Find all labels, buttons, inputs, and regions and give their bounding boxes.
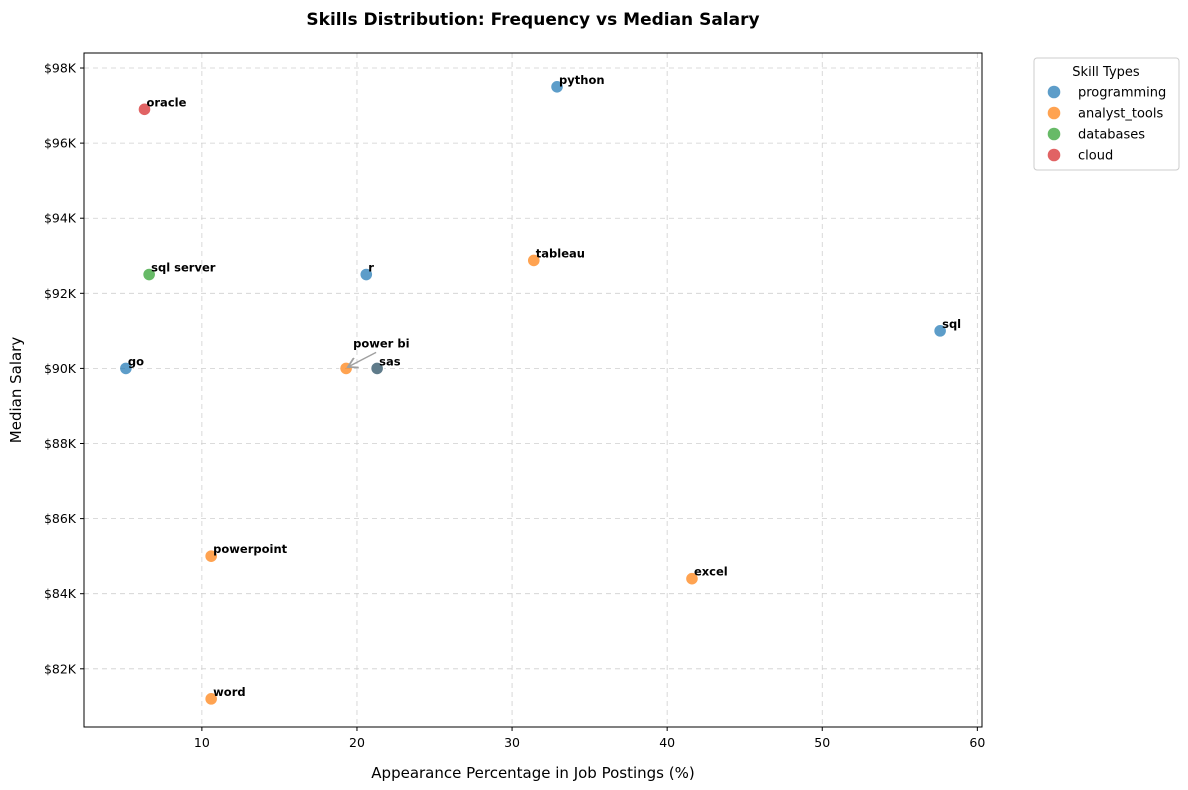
y-tick-label: $96K — [44, 136, 77, 151]
y-tick-label: $88K — [44, 436, 77, 451]
plot-area-frame — [83, 52, 983, 728]
data-point-r — [359, 267, 374, 282]
data-point-tableau — [526, 253, 541, 268]
x-tick-label: 50 — [814, 735, 830, 750]
point-label: power bi — [353, 336, 409, 350]
point-label: oracle — [146, 95, 186, 109]
x-tick-label: 40 — [659, 735, 675, 750]
x-axis: 10 20 30 40 50 60 — [194, 727, 985, 750]
y-tick-label: $84K — [44, 586, 77, 601]
legend-marker — [1047, 148, 1061, 162]
grid — [84, 53, 982, 727]
point-label: python — [559, 73, 605, 87]
annotation-arrow — [349, 351, 377, 366]
y-tick-label: $92K — [44, 286, 77, 301]
point-label: word — [213, 685, 245, 699]
point-label: excel — [694, 565, 728, 579]
data-point-excel — [685, 571, 699, 586]
y-tick-label: $82K — [44, 661, 77, 676]
data-point-sas — [370, 361, 384, 376]
legend-entry-label: programming — [1078, 86, 1166, 101]
point-label: sas — [379, 354, 401, 368]
y-tick-label: $98K — [44, 61, 77, 76]
point-label: sql — [942, 317, 961, 331]
x-tick-label: 20 — [349, 735, 365, 750]
data-point-word — [204, 692, 218, 706]
legend-marker — [1047, 106, 1061, 120]
chart-title: Skills Distribution: Frequency vs Median… — [306, 10, 759, 30]
legend-box — [1033, 57, 1180, 171]
data-point-sql-server — [142, 267, 156, 282]
point-label: tableau — [536, 246, 585, 260]
legend-entry-label: cloud — [1078, 149, 1113, 164]
data-point-power-bi — [339, 361, 353, 376]
legend-entry-label: analyst_tools — [1078, 107, 1163, 122]
x-axis-title: Appearance Percentage in Job Postings (%… — [371, 764, 694, 782]
legend-marker — [1047, 85, 1061, 99]
x-tick-label: 30 — [504, 735, 520, 750]
x-tick-label: 60 — [969, 735, 985, 750]
x-tick-label: 10 — [194, 735, 210, 750]
point-label: go — [128, 354, 144, 368]
legend-title: Skill Types — [1072, 65, 1140, 80]
data-point-sql — [933, 324, 947, 338]
point-label: sql server — [151, 261, 216, 275]
data-point-powerpoint — [204, 549, 218, 563]
data-point-go — [119, 361, 133, 376]
data-point-oracle — [137, 102, 152, 117]
y-tick-label: $90K — [44, 361, 77, 376]
legend-marker — [1047, 127, 1061, 141]
data-points: python oracle tableau sql server r sql go power… — [119, 73, 961, 706]
y-tick-label: $86K — [44, 511, 77, 526]
legend: Skill Types programming analyst_toolsdata… — [1033, 57, 1180, 171]
point-label: r — [368, 261, 374, 275]
point-label: powerpoint — [213, 542, 287, 556]
y-tick-label: $94K — [44, 211, 77, 226]
y-axis: $82K $84K $86K $88K $90K $92K $94K $96K $98K — [44, 61, 84, 676]
legend-entry-label: databases — [1078, 128, 1145, 143]
y-axis-title: Median Salary — [7, 337, 25, 444]
data-point-python — [550, 79, 564, 94]
